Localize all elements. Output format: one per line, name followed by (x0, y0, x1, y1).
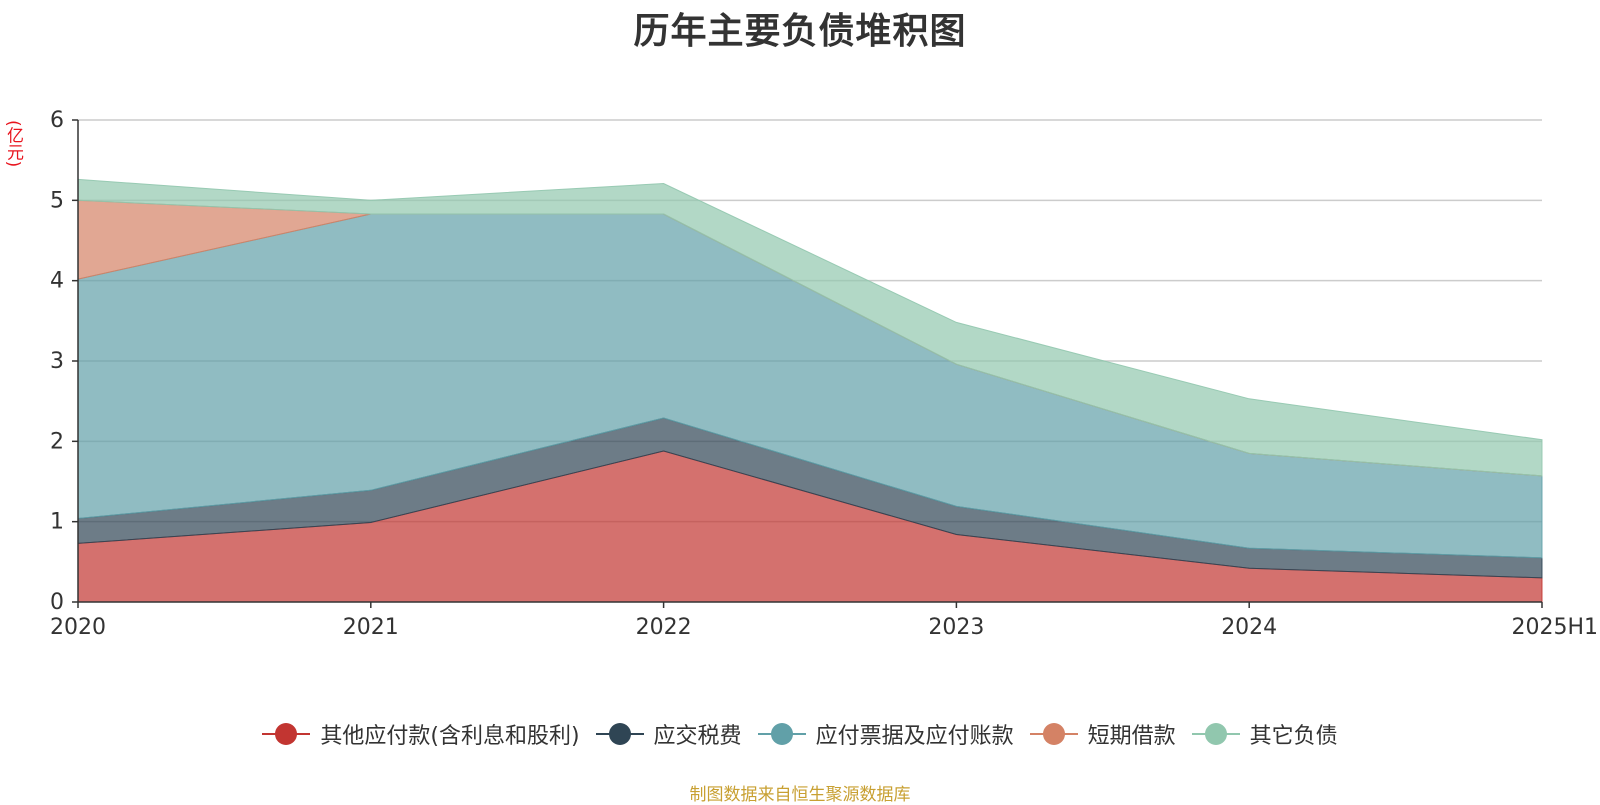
y-tick-label: 4 (50, 269, 64, 294)
legend-marker-icon (757, 721, 806, 747)
y-tick-label: 0 (50, 590, 64, 615)
legend-item[interactable]: 其他应付款(含利息和股利) (262, 718, 580, 750)
chart-title: 历年主要负债堆积图 (633, 11, 967, 52)
legend-label: 应付票据及应付账款 (815, 724, 1014, 749)
source-note: 制图数据来自恒生聚源数据库 (689, 785, 911, 805)
legend-marker-icon (262, 721, 311, 747)
legend-label: 短期借款 (1087, 724, 1176, 749)
legend-label: 应交税费 (653, 724, 742, 749)
series-area (77, 178, 1543, 477)
y-tick-label: 1 (50, 510, 64, 535)
x-tick-label: 2025H1 (1511, 615, 1598, 640)
x-tick-label: 2024 (1221, 615, 1277, 640)
x-tick-label: 2022 (636, 615, 692, 640)
y-tick-label: 6 (50, 108, 64, 133)
legend-item[interactable]: 其它负债 (1191, 718, 1338, 750)
legend-label: 其他应付款(含利息和股利) (320, 724, 580, 749)
legend-item[interactable]: 应付票据及应付账款 (757, 718, 1014, 750)
legend-item[interactable]: 短期借款 (1029, 718, 1176, 750)
y-tick-label: 2 (50, 429, 64, 454)
axes: 0 1 2 3 4 5 6 2020 2021 2022 2023 2024 2025H1 (50, 108, 1598, 640)
legend-marker-icon (595, 721, 644, 747)
legend: 其他应付款(含利息和股利) 应交税费 应付票据及应付账款 短期借款 其它负债 (0, 718, 1600, 750)
x-tick-label: 2021 (343, 615, 399, 640)
y-tick-label: 5 (50, 188, 64, 213)
x-tick-label: 2020 (50, 615, 106, 640)
chart-plot: 0 1 2 3 4 5 6 2020 2021 2022 2023 2024 2025H1 (50, 108, 1598, 640)
legend-item[interactable]: 应交税费 (595, 718, 742, 750)
series-areas (77, 178, 1543, 603)
y-tick-label: 3 (50, 349, 64, 374)
x-tick-label: 2023 (928, 615, 984, 640)
legend-marker-icon (1191, 721, 1240, 747)
y-axis-unit-label: (亿元) (3, 120, 23, 168)
legend-marker-icon (1029, 721, 1078, 747)
legend-label: 其它负债 (1249, 724, 1338, 749)
